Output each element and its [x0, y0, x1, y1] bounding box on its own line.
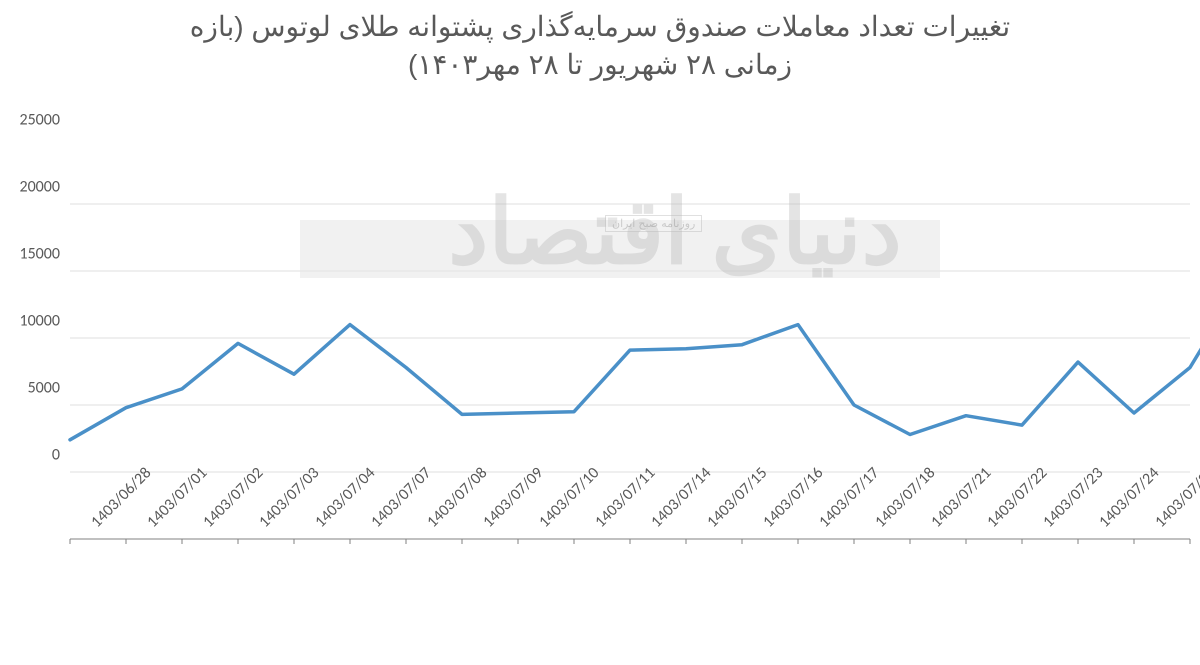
chart-title-line1: تغییرات تعداد معاملات صندوق سرمایه‌گذاری…: [60, 8, 1140, 46]
chart-title-line2: زمانی ۲۸ شهریور تا ۲۸ مهر۱۴۰۳): [60, 46, 1140, 84]
chart-line: [0, 84, 1200, 665]
chart-title: تغییرات تعداد معاملات صندوق سرمایه‌گذاری…: [0, 0, 1200, 84]
